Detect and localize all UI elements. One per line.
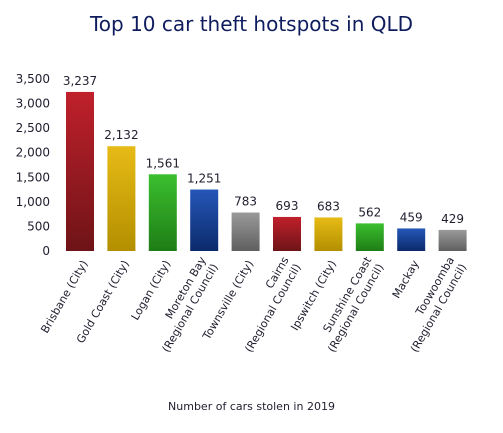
y-tick-label: 1,500 — [16, 170, 50, 184]
value-label: 683 — [317, 199, 340, 213]
bar-chart: 3,500 3,000 2,500 2,000 1,500 1,000 500 0 3,237… — [16, 72, 470, 355]
y-tick-label: 3,000 — [16, 97, 50, 111]
bars — [66, 91, 467, 252]
y-tick-label: 2,500 — [16, 121, 50, 135]
bar — [190, 189, 219, 251]
x-tick-label: Mackay — [390, 258, 422, 301]
y-tick-label: 500 — [27, 219, 50, 233]
x-axis-labels: Brisbane (City)Gold Coast (City)Logan (C… — [38, 254, 469, 355]
bar — [66, 91, 94, 252]
bar — [397, 228, 426, 251]
value-label: 459 — [400, 210, 423, 224]
value-label: 1,251 — [187, 172, 221, 186]
bar — [231, 212, 260, 251]
bar — [107, 146, 136, 251]
bar — [148, 174, 177, 251]
value-label: 2,132 — [104, 128, 138, 142]
bar — [355, 223, 384, 251]
value-label: 783 — [234, 195, 257, 209]
y-tick-label: 1,000 — [16, 195, 50, 209]
bar — [438, 229, 467, 251]
y-axis: 3,500 3,000 2,500 2,000 1,500 1,000 500 0 — [16, 72, 50, 258]
bar — [273, 216, 301, 251]
value-label: 3,237 — [63, 74, 97, 88]
value-label: 562 — [358, 205, 381, 219]
value-label: 693 — [276, 199, 299, 213]
y-tick-label: 0 — [42, 244, 50, 258]
y-tick-label: 2,000 — [16, 146, 50, 160]
value-labels: 3,237 2,132 1,561 1,251 783 693 683 562 459 429 — [63, 74, 464, 226]
value-label: 1,561 — [146, 156, 180, 170]
bar — [314, 217, 343, 251]
chart-title: Top 10 car theft hotspots in QLD — [89, 12, 414, 36]
value-label: 429 — [441, 212, 464, 226]
y-tick-label: 3,500 — [16, 72, 50, 86]
chart-subtitle: Number of cars stolen in 2019 — [168, 400, 335, 413]
